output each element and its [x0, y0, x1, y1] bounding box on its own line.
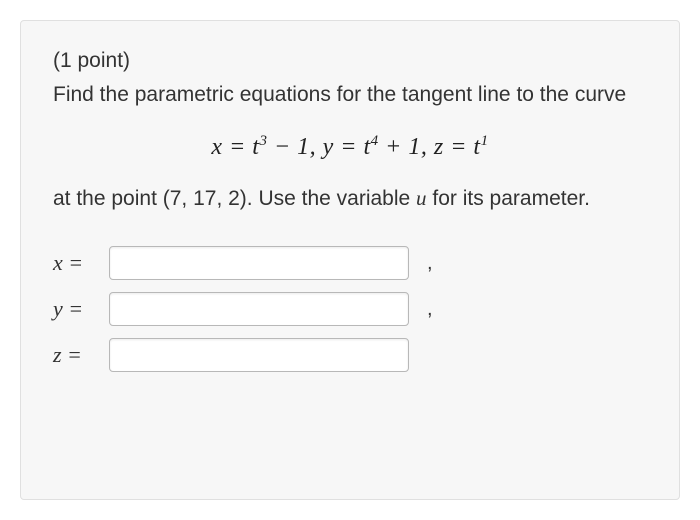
points-label: (1 point) [53, 49, 647, 73]
problem-container: (1 point) Find the parametric equations … [20, 20, 680, 500]
y-input[interactable] [109, 292, 409, 326]
question-line2a: at the point (7, 17, 2). Use the variabl… [53, 187, 416, 210]
eq-x-part: x = t [211, 134, 259, 160]
question-intro: Find the parametric equations for the ta… [53, 79, 647, 111]
eq-y-part: y = t [323, 134, 371, 160]
answer-row-x: x = , [53, 246, 647, 280]
eq-y-tail: + 1, [379, 134, 434, 160]
z-input[interactable] [109, 338, 409, 372]
x-label: x = [53, 250, 95, 276]
eq-z-exp: 1 [481, 133, 489, 149]
x-input[interactable] [109, 246, 409, 280]
z-label: z = [53, 342, 95, 368]
question-variable: u [416, 186, 427, 210]
eq-x-tail: − 1, [267, 134, 322, 160]
equation-display: x = t3 − 1, y = t4 + 1, z = t1 [53, 133, 647, 161]
eq-y-exp: 4 [371, 133, 379, 149]
comma-x: , [427, 252, 433, 275]
comma-y: , [427, 298, 433, 321]
answer-row-z: z = [53, 338, 647, 372]
eq-z-part: z = t [434, 134, 481, 160]
answer-rows: x = , y = , z = [53, 246, 647, 372]
y-label: y = [53, 296, 95, 322]
question-followup: at the point (7, 17, 2). Use the variabl… [53, 183, 647, 215]
answer-row-y: y = , [53, 292, 647, 326]
question-line2b: for its parameter. [427, 187, 590, 210]
